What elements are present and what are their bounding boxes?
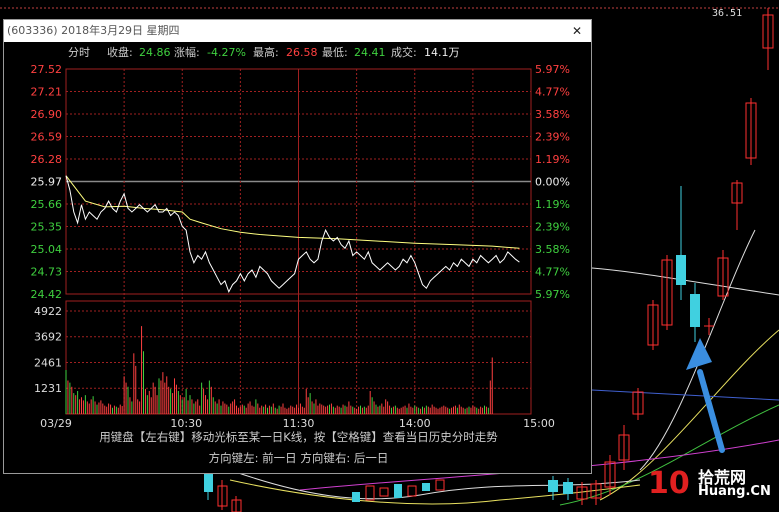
low-label: 最低: bbox=[322, 46, 348, 59]
high-label: 最高: bbox=[253, 46, 279, 59]
percent-tick-label: 5.97% bbox=[535, 288, 570, 301]
price-tick-label: 27.21 bbox=[31, 86, 63, 99]
price-axis: 27.52 27.21 26.90 26.59 26.28 25.97 25.66 25.35… bbox=[31, 63, 63, 301]
price-tick-label: 26.90 bbox=[31, 108, 63, 121]
percent-tick-label: 0.00% bbox=[535, 176, 570, 189]
percent-tick-label: 3.58% bbox=[535, 108, 570, 121]
mode-label: 分时 bbox=[68, 46, 90, 59]
close-price-label: 收盘: bbox=[107, 46, 133, 59]
price-tick-label: 24.42 bbox=[31, 288, 63, 301]
close-price-value: 24.86 bbox=[139, 46, 171, 59]
candles bbox=[204, 8, 774, 512]
price-tick-label: 26.28 bbox=[31, 153, 63, 166]
percent-tick-label: 1.19% bbox=[535, 153, 570, 166]
volume-tick-label: 1231 bbox=[34, 382, 62, 395]
close-button[interactable]: ✕ bbox=[571, 24, 583, 38]
low-value: 24.41 bbox=[354, 46, 386, 59]
keyboard-hint: 用键盘【左右键】移动光标至某一日K线，按【空格键】查看当日历史分时走势 bbox=[99, 430, 498, 444]
ma-green-curve bbox=[559, 404, 779, 506]
change-value: -4.27% bbox=[207, 46, 246, 59]
volume-tick-label: 4922 bbox=[34, 305, 62, 318]
price-line bbox=[65, 175, 520, 294]
percent-tick-label: 5.97% bbox=[535, 63, 570, 76]
volume-tick-label: 3692 bbox=[34, 331, 62, 344]
logo-domain: Huang.CN bbox=[698, 484, 771, 499]
top-price-label: 36.51 bbox=[712, 8, 743, 19]
volume-axis: 4922 3692 2461 1231 bbox=[34, 305, 62, 395]
time-tick-label: 10:30 bbox=[170, 417, 202, 430]
time-tick-label: 03/29 bbox=[40, 417, 72, 430]
price-tick-label: 26.59 bbox=[31, 131, 63, 144]
time-axis: 03/29 10:30 11:30 14:00 15:00 bbox=[40, 417, 555, 430]
stats-bar: 分时 收盘: 24.86 涨幅: -4.27% 最高: 26.58 最低: 24… bbox=[4, 44, 593, 62]
chart-grid bbox=[65, 68, 532, 415]
time-tick-label: 14:00 bbox=[399, 417, 431, 430]
percent-tick-label: 1.19% bbox=[535, 198, 570, 211]
logo-number: 10 bbox=[648, 466, 690, 501]
percent-tick-label: 4.77% bbox=[535, 266, 570, 279]
popup-title: (603336) 2018年3月29日 星期四 bbox=[7, 24, 180, 37]
ma-blue-line bbox=[591, 389, 779, 401]
high-value: 26.58 bbox=[286, 46, 318, 59]
average-price-line bbox=[65, 175, 520, 249]
percent-axis: 5.97% 4.77% 3.58% 2.39% 1.19% 0.00% 1.19% 2.39%… bbox=[535, 63, 570, 301]
price-tick-label: 24.73 bbox=[31, 266, 63, 279]
percent-tick-label: 4.77% bbox=[535, 86, 570, 99]
direction-key-hint: 方向键左: 前一日 方向键右: 后一日 bbox=[208, 451, 389, 465]
time-tick-label: 15:00 bbox=[523, 417, 555, 430]
annotation-arrow bbox=[686, 338, 725, 453]
price-tick-label: 25.66 bbox=[31, 198, 63, 211]
intraday-popup-window[interactable]: (603336) 2018年3月29日 星期四 ✕ 分时 收盘: 24.86 涨… bbox=[3, 19, 592, 474]
price-tick-label: 25.97 bbox=[31, 176, 63, 189]
intraday-chart: 27.52 27.21 26.90 26.59 26.28 25.97 25.66 25.35… bbox=[31, 63, 570, 430]
time-tick-label: 11:30 bbox=[283, 417, 315, 430]
volume-value: 14.1万 bbox=[424, 46, 460, 59]
price-tick-label: 25.35 bbox=[31, 221, 63, 234]
price-tick-label: 27.52 bbox=[31, 63, 63, 76]
price-tick-label: 25.04 bbox=[31, 243, 63, 256]
percent-tick-label: 3.58% bbox=[535, 243, 570, 256]
volume-tick-label: 2461 bbox=[34, 357, 62, 370]
change-label: 涨幅: bbox=[174, 46, 200, 59]
volume-label: 成交: bbox=[391, 46, 417, 59]
percent-tick-label: 2.39% bbox=[535, 131, 570, 144]
site-logo: 10 拾荒网 Huang.CN bbox=[640, 462, 771, 506]
ma-yellow-low bbox=[229, 479, 641, 505]
popup-titlebar[interactable]: (603336) 2018年3月29日 星期四 bbox=[4, 20, 591, 42]
volume-bars bbox=[65, 326, 493, 414]
percent-tick-label: 2.39% bbox=[535, 221, 570, 234]
logo-cn-text: 拾荒网 bbox=[698, 468, 747, 487]
ma-white-curve bbox=[591, 267, 779, 296]
